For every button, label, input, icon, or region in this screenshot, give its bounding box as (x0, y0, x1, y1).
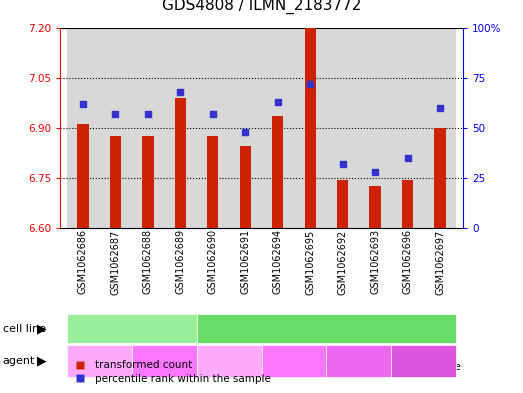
Bar (369, 186, 381, 228)
Bar (337, 180, 348, 228)
Point (274, 99, 282, 105)
Legend: transformed count, percentile rank within the sample: transformed count, percentile rank withi… (65, 356, 275, 388)
Point (403, 155, 412, 161)
Bar (391, 28, 424, 228)
Text: ▶: ▶ (37, 354, 46, 367)
Bar (77, 124, 88, 228)
Bar (359, 28, 391, 228)
Bar (424, 28, 457, 228)
Point (144, 110, 152, 117)
Text: none: none (86, 356, 112, 366)
Point (371, 169, 379, 175)
Bar (132, 28, 164, 228)
Point (176, 88, 185, 95)
Text: none: none (216, 356, 242, 366)
Text: Y15 and
Temozolomide: Y15 and Temozolomide (386, 350, 461, 371)
Text: agent: agent (3, 356, 35, 366)
Text: DBTRG: DBTRG (109, 322, 154, 335)
Point (338, 161, 347, 167)
Bar (294, 28, 326, 228)
Bar (142, 136, 154, 228)
Text: ▶: ▶ (37, 322, 46, 335)
Bar (240, 146, 251, 228)
Bar (207, 136, 219, 228)
Bar (164, 28, 197, 228)
Text: GDS4808 / ILMN_2183772: GDS4808 / ILMN_2183772 (162, 0, 361, 14)
Point (111, 110, 120, 117)
Point (436, 105, 445, 111)
Bar (262, 28, 294, 228)
Bar (66, 28, 99, 228)
Text: Y15: Y15 (154, 356, 174, 366)
Bar (326, 28, 359, 228)
Bar (229, 28, 262, 228)
Point (306, 81, 314, 87)
Text: U87: U87 (314, 322, 339, 335)
Point (241, 129, 249, 135)
Text: Y15: Y15 (284, 356, 304, 366)
Bar (197, 28, 229, 228)
Text: cell line: cell line (3, 323, 46, 334)
Bar (110, 136, 121, 228)
Bar (304, 28, 316, 228)
Point (209, 110, 217, 117)
Bar (99, 28, 132, 228)
Point (78, 101, 87, 107)
Text: Temozolomide: Temozolomide (322, 356, 396, 366)
Bar (272, 116, 283, 228)
Bar (175, 97, 186, 228)
Bar (402, 180, 413, 228)
Bar (435, 128, 446, 228)
